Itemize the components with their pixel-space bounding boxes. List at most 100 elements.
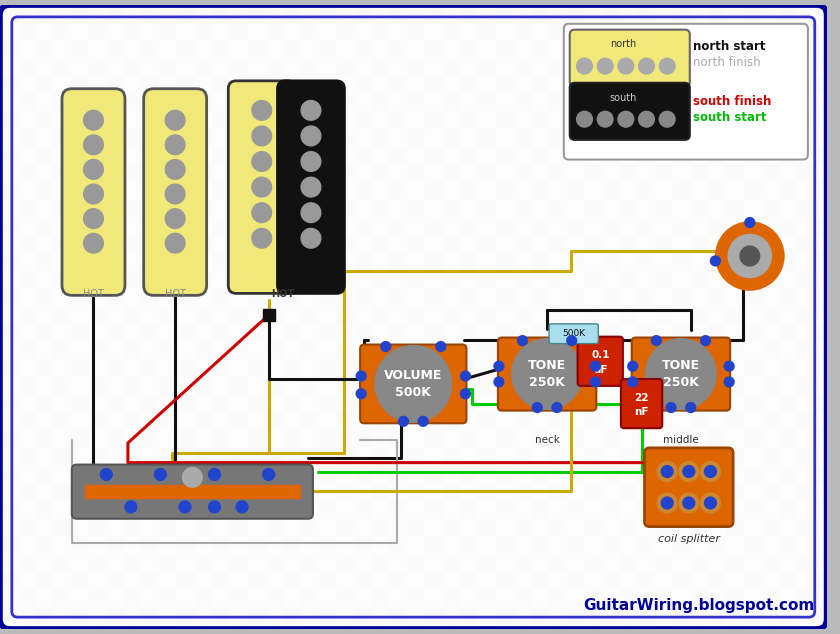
- Bar: [248, 112, 265, 129]
- Bar: [744, 288, 762, 306]
- Bar: [248, 536, 265, 554]
- Bar: [53, 324, 71, 342]
- Bar: [443, 519, 460, 536]
- Bar: [354, 413, 372, 430]
- Bar: [532, 448, 549, 465]
- Bar: [780, 164, 797, 182]
- Bar: [390, 271, 407, 288]
- Bar: [638, 395, 655, 413]
- Bar: [265, 395, 283, 413]
- Bar: [708, 112, 727, 129]
- Bar: [53, 377, 71, 395]
- Bar: [620, 288, 638, 306]
- Bar: [354, 5, 372, 23]
- Bar: [407, 554, 425, 572]
- Bar: [744, 483, 762, 501]
- Bar: [673, 58, 690, 76]
- Bar: [443, 23, 460, 41]
- Bar: [35, 217, 53, 235]
- Bar: [832, 359, 840, 377]
- Bar: [460, 554, 478, 572]
- Bar: [744, 5, 762, 23]
- Bar: [53, 413, 71, 430]
- Bar: [407, 483, 425, 501]
- Bar: [53, 23, 71, 41]
- Bar: [319, 5, 337, 23]
- Bar: [213, 324, 230, 342]
- Bar: [407, 607, 425, 625]
- Bar: [177, 554, 195, 572]
- Text: HOT: HOT: [270, 289, 294, 299]
- Bar: [230, 324, 248, 342]
- Bar: [549, 94, 567, 112]
- Bar: [283, 94, 301, 112]
- Circle shape: [84, 233, 103, 253]
- Bar: [142, 395, 160, 413]
- Bar: [248, 377, 265, 395]
- Bar: [407, 288, 425, 306]
- Bar: [460, 164, 478, 182]
- Bar: [708, 590, 727, 607]
- Bar: [620, 501, 638, 519]
- Bar: [35, 572, 53, 590]
- Bar: [460, 377, 478, 395]
- Bar: [71, 572, 88, 590]
- Bar: [177, 430, 195, 448]
- Bar: [797, 112, 815, 129]
- Bar: [585, 519, 602, 536]
- Bar: [230, 271, 248, 288]
- Bar: [283, 413, 301, 430]
- FancyBboxPatch shape: [72, 465, 313, 519]
- Circle shape: [418, 417, 428, 426]
- Bar: [638, 519, 655, 536]
- Bar: [443, 288, 460, 306]
- Bar: [797, 271, 815, 288]
- Circle shape: [125, 501, 137, 513]
- Bar: [301, 129, 319, 146]
- Bar: [638, 253, 655, 271]
- Bar: [620, 182, 638, 200]
- Bar: [425, 607, 443, 625]
- Bar: [478, 572, 496, 590]
- Bar: [213, 465, 230, 483]
- Bar: [585, 23, 602, 41]
- Bar: [160, 41, 177, 58]
- Bar: [585, 359, 602, 377]
- Bar: [53, 465, 71, 483]
- Bar: [88, 536, 107, 554]
- Bar: [567, 572, 585, 590]
- Bar: [638, 413, 655, 430]
- Bar: [265, 217, 283, 235]
- Bar: [443, 448, 460, 465]
- Bar: [107, 590, 124, 607]
- Bar: [0, 200, 18, 217]
- Bar: [708, 23, 727, 41]
- Bar: [496, 359, 513, 377]
- Bar: [532, 377, 549, 395]
- Circle shape: [263, 469, 275, 481]
- Bar: [71, 590, 88, 607]
- Bar: [832, 501, 840, 519]
- Bar: [744, 377, 762, 395]
- Bar: [195, 288, 213, 306]
- Bar: [513, 395, 532, 413]
- Bar: [354, 324, 372, 342]
- Circle shape: [661, 497, 673, 509]
- Bar: [390, 253, 407, 271]
- Bar: [354, 235, 372, 253]
- Bar: [532, 483, 549, 501]
- Bar: [195, 306, 213, 324]
- Bar: [124, 58, 142, 76]
- Bar: [301, 536, 319, 554]
- Bar: [142, 413, 160, 430]
- Circle shape: [591, 361, 601, 371]
- Bar: [532, 41, 549, 58]
- Bar: [797, 58, 815, 76]
- Bar: [18, 129, 35, 146]
- Bar: [354, 607, 372, 625]
- Bar: [0, 572, 18, 590]
- Bar: [567, 271, 585, 288]
- Bar: [71, 146, 88, 164]
- Bar: [35, 554, 53, 572]
- Bar: [177, 288, 195, 306]
